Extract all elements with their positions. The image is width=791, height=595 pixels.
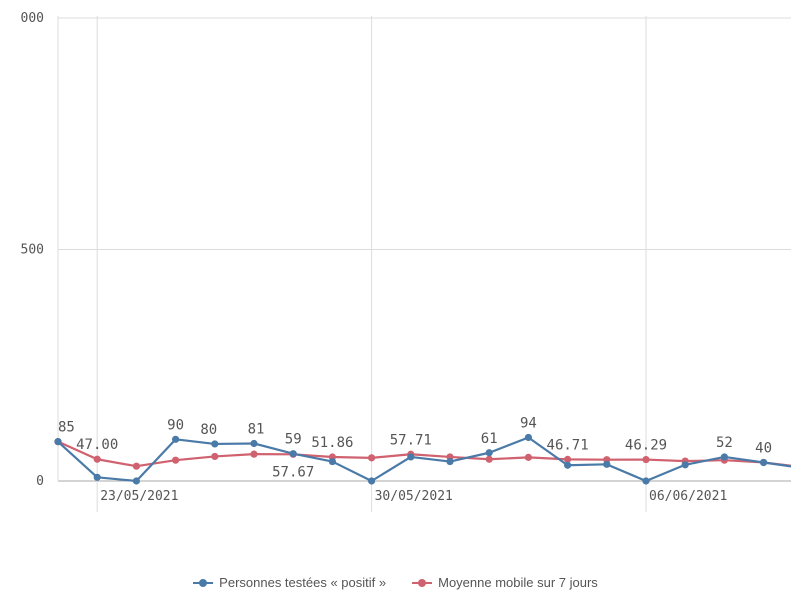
data-point-s0-8 (368, 477, 375, 484)
data-point-s0-16 (682, 461, 689, 468)
data-label: 46.29 (625, 438, 667, 454)
data-label: 94 (520, 415, 537, 431)
data-label: 80 (200, 422, 217, 438)
data-label: 52 (716, 435, 733, 451)
data-point-s0-0 (54, 438, 61, 445)
data-point-s0-12 (525, 434, 532, 441)
legend-item-moving-average[interactable]: Moyenne mobile sur 7 jours (412, 575, 598, 590)
data-label: 59 (285, 432, 302, 448)
data-point-s1-15 (642, 456, 649, 463)
data-point-s0-17 (721, 453, 728, 460)
legend-swatch-moving-average (412, 578, 432, 588)
legend-swatch-positive (193, 578, 213, 588)
data-point-s0-5 (250, 440, 257, 447)
x-tick-label: 23/05/2021 (100, 489, 178, 504)
data-label: 40 (755, 440, 772, 456)
data-point-s0-14 (603, 461, 610, 468)
legend-item-positive[interactable]: Personnes testées « positif » (193, 575, 386, 590)
x-tick-label: 06/06/2021 (649, 489, 727, 504)
data-point-s0-1 (94, 474, 101, 481)
data-label: 57.67 (272, 464, 314, 480)
data-point-s0-7 (329, 458, 336, 465)
data-point-s1-5 (250, 451, 257, 458)
data-point-s0-2 (133, 477, 140, 484)
data-point-s0-13 (564, 462, 571, 469)
data-point-s1-1 (94, 456, 101, 463)
data-point-s1-4 (211, 453, 218, 460)
data-label: 81 (248, 421, 265, 437)
data-point-s0-4 (211, 440, 218, 447)
x-tick-label: 30/05/2021 (375, 489, 453, 504)
data-label: 61 (481, 431, 498, 447)
data-label: 90 (167, 417, 184, 433)
data-point-s0-9 (407, 453, 414, 460)
data-label: 57.71 (390, 432, 432, 448)
data-point-s0-18 (760, 459, 767, 466)
data-point-s1-3 (172, 457, 179, 464)
data-point-s1-11 (486, 456, 493, 463)
legend-label-moving-average: Moyenne mobile sur 7 jours (438, 575, 598, 590)
data-point-s1-2 (133, 463, 140, 470)
data-point-s0-6 (290, 450, 297, 457)
legend-label-positive: Personnes testées « positif » (219, 575, 386, 590)
chart-legend: Personnes testées « positif » Moyenne mo… (0, 575, 791, 590)
data-label: 46.71 (547, 437, 589, 453)
data-label: 85 (58, 420, 75, 436)
data-point-s0-3 (172, 436, 179, 443)
data-point-s1-8 (368, 454, 375, 461)
data-label: 47.00 (76, 437, 118, 453)
data-point-s0-15 (642, 477, 649, 484)
data-point-s1-12 (525, 454, 532, 461)
data-label: 51.86 (311, 435, 353, 451)
y-tick-label: 0 (36, 474, 44, 489)
y-tick-label: 500 (21, 243, 44, 258)
data-point-s0-10 (446, 458, 453, 465)
y-tick-label: 000 (21, 11, 44, 26)
data-point-s0-11 (486, 449, 493, 456)
